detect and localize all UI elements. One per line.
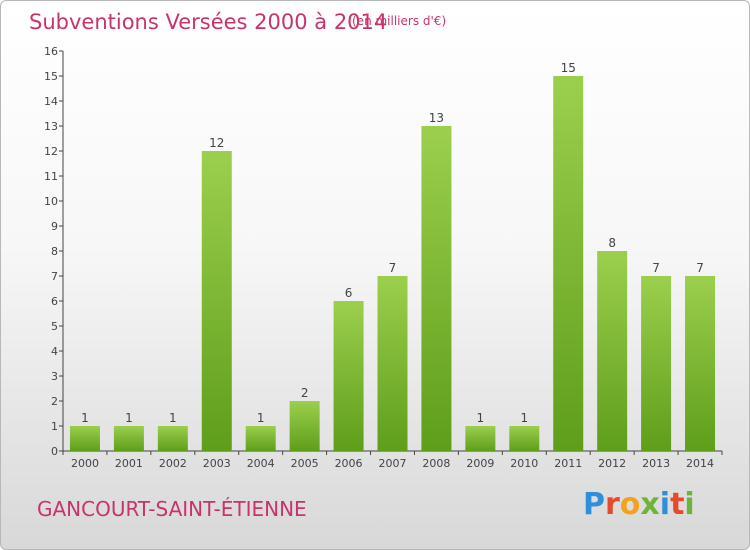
- y-tick-label: 9: [51, 220, 58, 233]
- data-label-2006: 6: [345, 286, 353, 300]
- data-label-2010: 1: [520, 411, 528, 425]
- bar-2008: [421, 126, 452, 451]
- data-label-2004: 1: [257, 411, 265, 425]
- x-tick-label: 2010: [510, 457, 538, 470]
- x-tick-label: 2008: [422, 457, 450, 470]
- bar-2003: [201, 151, 232, 451]
- bars-group: [69, 76, 716, 451]
- y-tick-label: 8: [51, 245, 58, 258]
- data-label-2008: 13: [429, 111, 444, 125]
- y-tick-label: 12: [44, 145, 58, 158]
- data-label-2014: 7: [696, 261, 704, 275]
- y-tick-label: 11: [44, 170, 58, 183]
- data-label-2013: 7: [652, 261, 660, 275]
- bar-2004: [245, 426, 276, 451]
- bar-2012: [597, 251, 628, 451]
- x-tick-label: 2012: [598, 457, 626, 470]
- bar-2006: [333, 301, 364, 451]
- y-tick-label: 7: [51, 270, 58, 283]
- x-tick-label: 2000: [71, 457, 99, 470]
- data-label-2000: 1: [81, 411, 89, 425]
- x-axis: 2000 2001 2002 2003 2004 2005 2006 2007 2008 2009…: [62, 450, 723, 470]
- bar-2005: [289, 401, 320, 451]
- y-tick-label: 10: [44, 195, 58, 208]
- data-label-2012: 8: [608, 236, 616, 250]
- x-tick-label: 2009: [466, 457, 494, 470]
- bar-2011: [553, 76, 584, 451]
- data-label-2003: 12: [209, 136, 224, 150]
- x-tick-label: 2003: [203, 457, 231, 470]
- x-tick-label: 2002: [159, 457, 187, 470]
- y-tick-label: 16: [44, 45, 58, 58]
- y-tick-label: 2: [51, 395, 58, 408]
- bar-2000: [69, 426, 100, 451]
- bar-2007: [377, 276, 408, 451]
- y-tick-label: 13: [44, 120, 58, 133]
- y-tick-label: 5: [51, 320, 58, 333]
- x-tick-label: 2005: [291, 457, 319, 470]
- proxiti-logo: Proxiti: [583, 487, 695, 522]
- y-tick-label: 0: [51, 445, 58, 458]
- bar-2013: [641, 276, 672, 451]
- data-label-2007: 7: [389, 261, 397, 275]
- bar-2002: [157, 426, 188, 451]
- y-tick-label: 15: [44, 70, 58, 83]
- bar-2014: [685, 276, 716, 451]
- data-label-2001: 1: [125, 411, 133, 425]
- y-tick-label: 4: [51, 345, 58, 358]
- x-tick-label: 2013: [642, 457, 670, 470]
- bar-2009: [465, 426, 496, 451]
- chart-title: Subventions Versées 2000 à 2014: [29, 10, 388, 34]
- y-tick-label: 6: [51, 295, 58, 308]
- y-tick-label: 3: [51, 370, 58, 383]
- x-tick-label: 2001: [115, 457, 143, 470]
- bar-2010: [509, 426, 540, 451]
- y-tick-label: 1: [51, 420, 58, 433]
- y-tick-label: 14: [44, 95, 58, 108]
- x-tick-label: 2004: [247, 457, 275, 470]
- data-label-2005: 2: [301, 386, 309, 400]
- data-label-2002: 1: [169, 411, 177, 425]
- bar-2001: [113, 426, 144, 451]
- data-label-2009: 1: [477, 411, 485, 425]
- x-tick-label: 2014: [686, 457, 714, 470]
- data-label-2011: 15: [561, 61, 576, 75]
- x-tick-label: 2011: [554, 457, 582, 470]
- chart-unit: (en milliers d'€): [352, 14, 447, 28]
- x-tick-label: 2006: [335, 457, 363, 470]
- commune-name: GANCOURT-SAINT-ÉTIENNE: [37, 497, 307, 521]
- x-tick-label: 2007: [379, 457, 407, 470]
